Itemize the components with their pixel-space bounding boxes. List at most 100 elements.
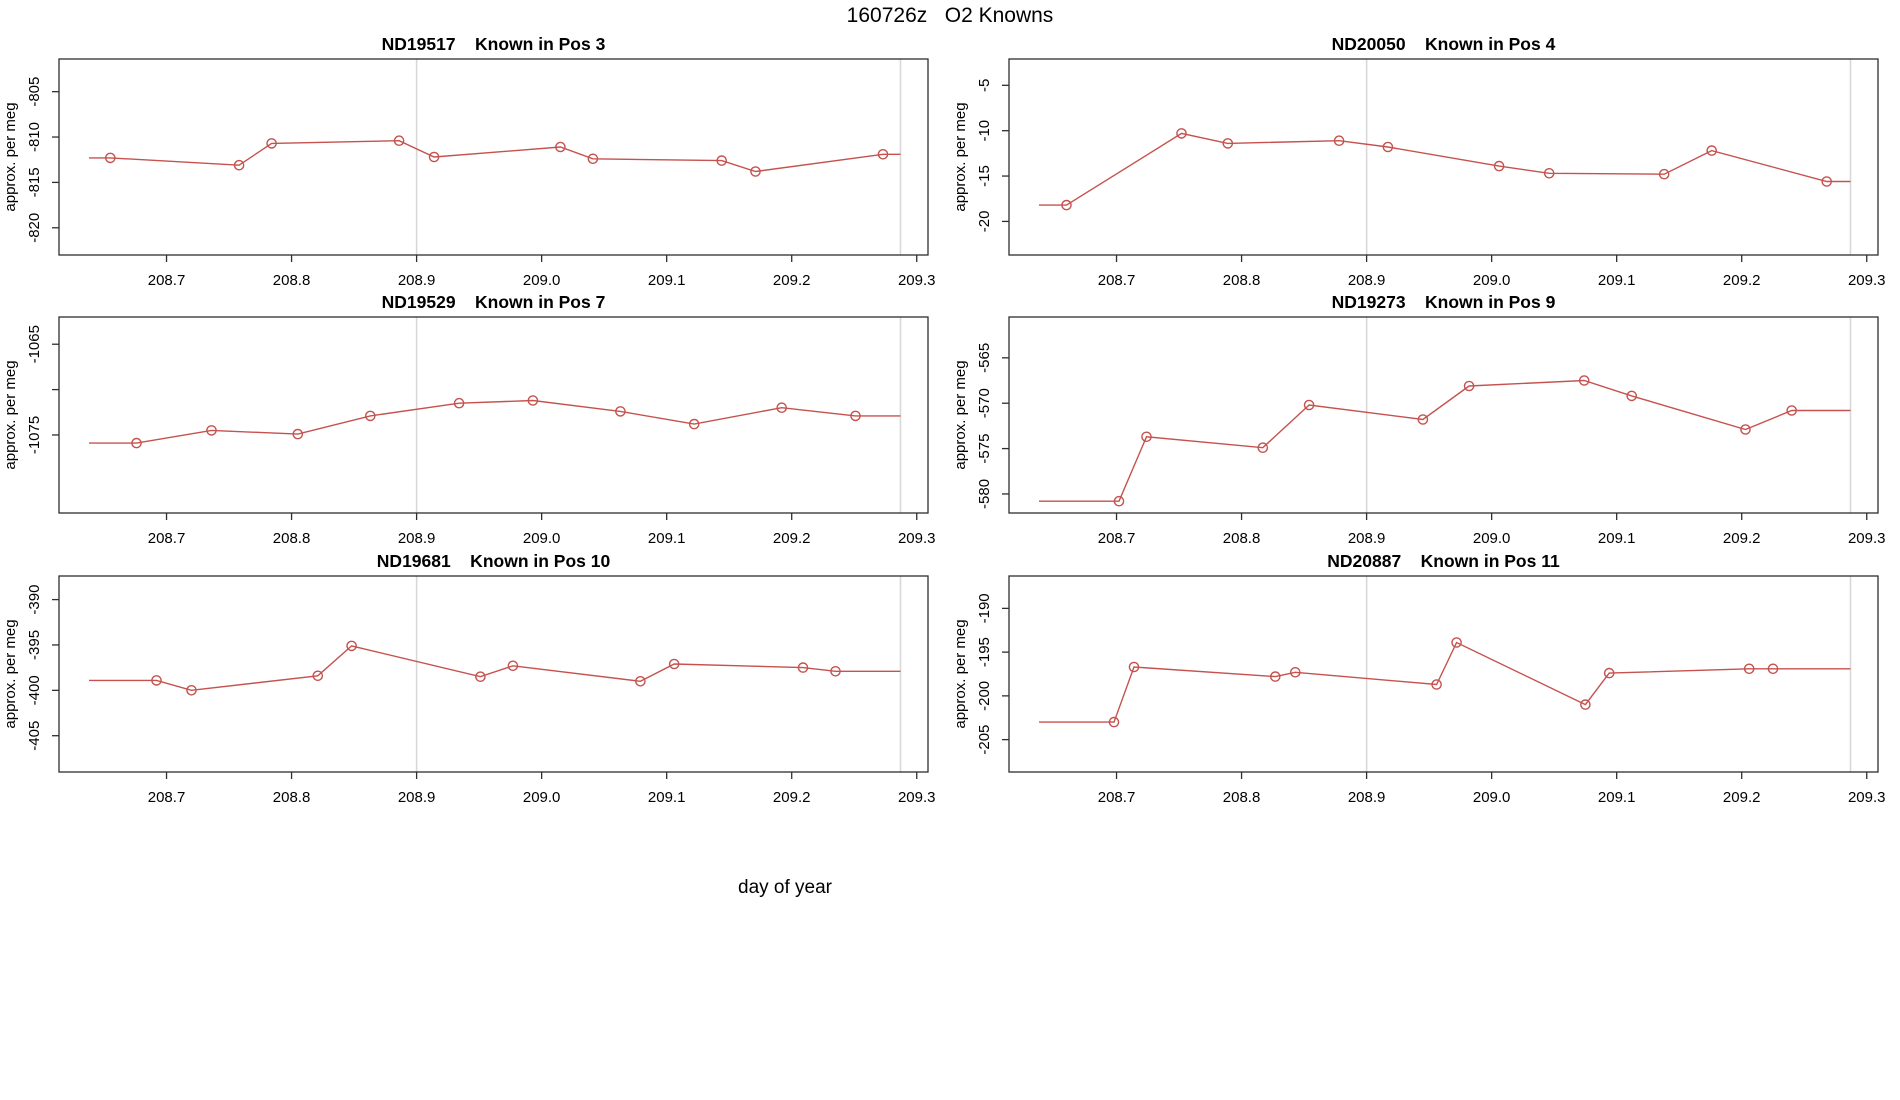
y-tick-label: -1065 [26, 325, 43, 363]
data-point [688, 418, 700, 430]
x-tick-label: 209.1 [1598, 272, 1636, 289]
x-tick-label: 208.9 [1348, 530, 1386, 547]
data-point [1740, 424, 1751, 435]
x-tick-label: 208.8 [273, 530, 311, 547]
plot-border [58, 316, 929, 514]
y-tick-label: -1075 [26, 416, 43, 454]
x-tick-label: 209.2 [773, 789, 811, 806]
series-line [1039, 641, 1851, 723]
data-point [1543, 167, 1555, 179]
series-line [89, 139, 901, 173]
x-tick-label: 209.3 [1848, 272, 1886, 289]
data-point [312, 670, 324, 682]
x-tick-label: 209.1 [648, 272, 686, 289]
x-tick-label: 208.8 [273, 272, 311, 289]
plot-border [58, 58, 929, 256]
data-point [428, 151, 440, 163]
x-tick-label: 209.0 [523, 272, 561, 289]
x-tick-label: 209.0 [523, 789, 561, 806]
y-tick-label: -190 [976, 593, 993, 623]
data-point [1767, 663, 1779, 675]
data-point [1706, 145, 1717, 156]
data-point [1493, 160, 1505, 172]
x-tick-label: 208.7 [148, 789, 186, 806]
x-tick-label: 208.7 [148, 530, 186, 547]
data-point [1222, 138, 1234, 149]
data-point [615, 406, 626, 417]
x-axis-figure-label: day of year [738, 877, 833, 898]
y-tick-label: -395 [26, 630, 43, 660]
y-tick-label: -805 [26, 77, 43, 107]
x-tick-label: 209.0 [1473, 530, 1511, 547]
chart-title: ND20887 Known in Pos 11 [1327, 551, 1560, 571]
data-point [186, 685, 197, 696]
plot-border [1008, 58, 1879, 256]
y-axis-title: approx. per meg [952, 102, 969, 211]
data-point [635, 676, 646, 687]
y-tick-label: -810 [26, 122, 43, 152]
data-point [507, 660, 519, 672]
data-point [151, 675, 162, 686]
x-tick-label: 209.1 [1598, 789, 1636, 806]
y-axis-title: approx. per meg [2, 619, 19, 728]
x-tick-label: 208.8 [273, 789, 311, 806]
x-tick-label: 209.1 [648, 789, 686, 806]
chart-title: ND19517 Known in Pos 3 [382, 34, 606, 54]
data-point [1290, 667, 1301, 678]
x-tick-label: 208.9 [398, 272, 436, 289]
x-tick-label: 209.3 [1848, 789, 1886, 806]
data-point [1626, 390, 1637, 402]
chart-ND20887: 208.7 208.8 208.9 209.0 209.1 209.2 209.3 -190 -… [952, 551, 1886, 806]
plot-border [1008, 575, 1879, 773]
plot-border [1008, 316, 1879, 514]
data-point [1141, 431, 1152, 443]
data-point [1333, 135, 1345, 146]
data-point [1176, 128, 1187, 139]
x-tick-label: 209.3 [898, 272, 936, 289]
y-tick-label: -570 [976, 388, 993, 418]
data-point [1270, 671, 1281, 682]
x-tick-label: 208.9 [398, 530, 436, 547]
chart-ND20050: 208.7 208.8 208.9 209.0 209.1 209.2 209.3 -5 -10… [952, 34, 1886, 289]
data-point [1257, 442, 1269, 454]
x-tick-label: 209.3 [898, 789, 936, 806]
data-point [292, 428, 304, 440]
y-tick-label: -390 [26, 585, 43, 615]
data-point [105, 152, 116, 164]
x-tick-label: 208.9 [398, 789, 436, 806]
chart-ND19529: 208.7 208.8 208.9 209.0 209.1 209.2 209.3 -1065… [2, 292, 936, 547]
y-axis-title: approx. per meg [952, 360, 969, 469]
x-tick-label: 209.1 [648, 530, 686, 547]
x-tick-label: 209.2 [1723, 789, 1761, 806]
x-tick-label: 209.2 [773, 530, 811, 547]
data-point [1451, 637, 1462, 648]
x-tick-label: 209.2 [1723, 530, 1761, 547]
y-tick-label: -405 [26, 721, 43, 751]
y-tick-label: -575 [976, 434, 993, 464]
data-point [750, 166, 761, 177]
series-line [89, 645, 901, 692]
data-point [266, 138, 277, 149]
data-point [1658, 168, 1670, 180]
chart-title: ND19273 Known in Pos 9 [1332, 292, 1556, 312]
series-line [1039, 379, 1851, 502]
x-tick-label: 209.1 [1598, 530, 1636, 547]
x-tick-label: 208.7 [1098, 530, 1136, 547]
data-point [716, 155, 728, 166]
chart-ND19273: 208.7 208.8 208.9 209.0 209.1 209.2 209.3 -565 -… [952, 292, 1886, 547]
data-point [1743, 663, 1755, 675]
x-tick-label: 208.7 [148, 272, 186, 289]
data-point [1603, 667, 1615, 679]
data-point [206, 425, 217, 436]
data-point [1382, 141, 1394, 153]
y-tick-label: -15 [976, 165, 993, 187]
x-tick-label: 209.2 [1723, 272, 1761, 289]
chart-title: ND19681 Known in Pos 10 [377, 551, 611, 571]
chart-title: ND19529 Known in Pos 7 [382, 292, 606, 312]
data-point [364, 410, 376, 422]
y-tick-label: -200 [976, 681, 993, 711]
data-point [453, 397, 465, 409]
data-point [1463, 380, 1475, 392]
chart-ND19517: 208.7 208.8 208.9 209.0 209.1 209.2 209.3 -805 -… [2, 34, 936, 289]
